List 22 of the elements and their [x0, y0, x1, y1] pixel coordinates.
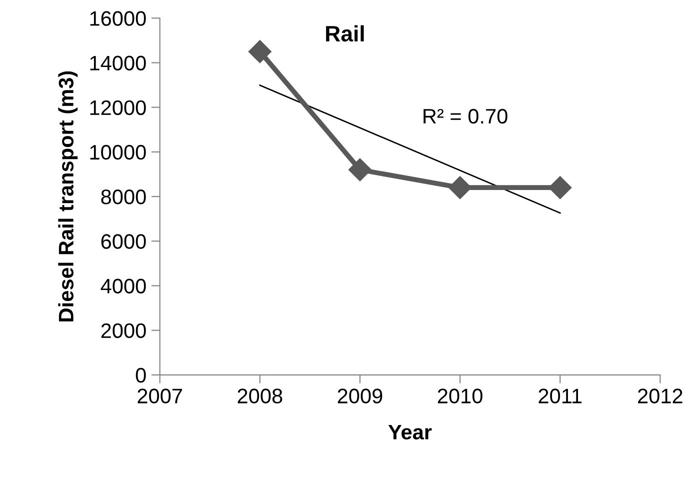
y-tick-label: 10000	[90, 144, 146, 160]
y-tick-label: 6000	[101, 234, 146, 249]
y-tick-label: 14000	[90, 56, 146, 70]
y-tick-label: 8000	[101, 190, 146, 204]
y-tick-label: 0	[136, 368, 146, 383]
point	[548, 176, 572, 200]
x-tick-label: 2009	[338, 388, 382, 404]
x-tick-label: 2010	[438, 388, 482, 404]
x-tick-label: 2008	[238, 388, 282, 404]
y-axis-title: Diesel Rail transport (m3)	[58, 71, 78, 322]
x-axis-title: Year	[388, 424, 432, 440]
point	[248, 40, 272, 64]
x-tick-label: 2011	[538, 388, 582, 404]
y-tick-label: 16000	[90, 11, 146, 26]
point	[348, 158, 372, 182]
y-tick-label: 4000	[100, 278, 146, 294]
y-tick-label: 12000	[90, 100, 146, 116]
x-tick-label: 2007	[138, 388, 182, 404]
annotation: R² = 0.70	[424, 108, 508, 124]
chart-title: Rail	[326, 25, 364, 42]
y-tick-label: 2000	[101, 323, 146, 338]
x-tick-label: 2012	[638, 388, 682, 404]
